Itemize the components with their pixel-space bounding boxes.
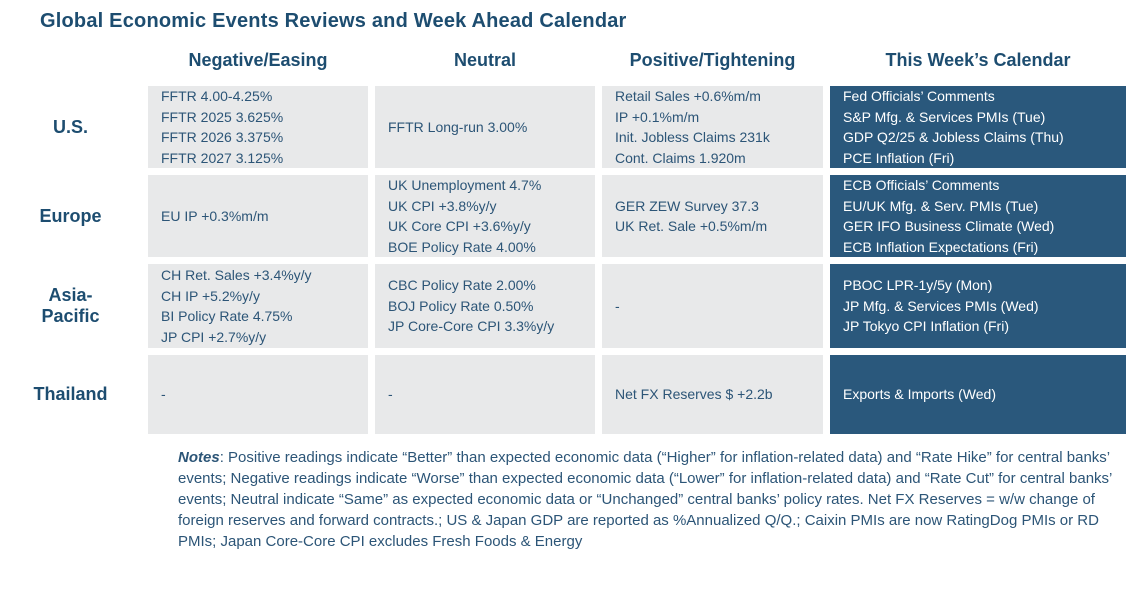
cell-europe-positive-tightening: GER ZEW Survey 37.3 UK Ret. Sale +0.5%m/…: [602, 175, 823, 257]
notes-label: Notes: [178, 449, 220, 466]
row-label-us: U.S.: [0, 86, 141, 168]
column-header-neutral: Neutral: [453, 50, 516, 70]
row-label-text: U.S.: [52, 116, 88, 137]
notes-text: : Positive readings indicate “Better” th…: [178, 449, 1112, 550]
table-corner-spacer: [0, 42, 141, 79]
row-label-text: Asia-Pacific: [41, 285, 100, 326]
cell-us-positive-tightening: Retail Sales +0.6%m/m IP +0.1%m/m Init. …: [602, 86, 823, 168]
cell-us-negative-easing: FFTR 4.00-4.25% FFTR 2025 3.625% FFTR 20…: [148, 86, 368, 168]
cell-thailand-negative-easing: -: [148, 355, 368, 434]
page-title: Global Economic Events Reviews and Week …: [40, 10, 627, 32]
cell-europe-negative-easing: EU IP +0.3%m/m: [148, 175, 368, 257]
row-label-text: Europe: [39, 205, 102, 226]
cell-europe-neutral: UK Unemployment 4.7% UK CPI +3.8%y/y UK …: [375, 175, 595, 257]
row-label-asia-pacific: Asia-Pacific: [0, 264, 141, 348]
cell-asia-pacific-calendar: PBOC LPR-1y/5y (Mon) JP Mfg. & Services …: [830, 264, 1126, 348]
column-header-this-weeks-calendar: This Week’s Calendar: [885, 50, 1071, 70]
cell-us-neutral: FFTR Long-run 3.00%: [375, 86, 595, 168]
cell-thailand-calendar: Exports & Imports (Wed): [830, 355, 1126, 434]
row-label-europe: Europe: [0, 175, 141, 257]
cell-asia-pacific-negative-easing: CH Ret. Sales +3.4%y/y CH IP +5.2%y/y BI…: [148, 264, 368, 348]
notes-block: Notes: Positive readings indicate “Bette…: [178, 447, 1118, 552]
row-label-text: Thailand: [33, 384, 108, 404]
cell-us-calendar: Fed Officials’ Comments S&P Mfg. & Servi…: [830, 86, 1126, 168]
cell-thailand-positive-tightening: Net FX Reserves $ +2.2b: [602, 355, 823, 434]
cell-asia-pacific-positive-tightening: -: [602, 264, 823, 348]
column-header-negative-easing: Negative/Easing: [188, 50, 328, 70]
column-header-positive-tightening: Positive/Tightening: [629, 50, 796, 70]
cell-asia-pacific-neutral: CBC Policy Rate 2.00% BOJ Policy Rate 0.…: [375, 264, 595, 348]
economic-events-table: Negative/Easing Neutral Positive/Tighten…: [0, 42, 1132, 434]
cell-europe-calendar: ECB Officials’ Comments EU/UK Mfg. & Ser…: [830, 175, 1126, 257]
cell-thailand-neutral: -: [375, 355, 595, 434]
row-label-thailand: Thailand: [0, 355, 141, 434]
